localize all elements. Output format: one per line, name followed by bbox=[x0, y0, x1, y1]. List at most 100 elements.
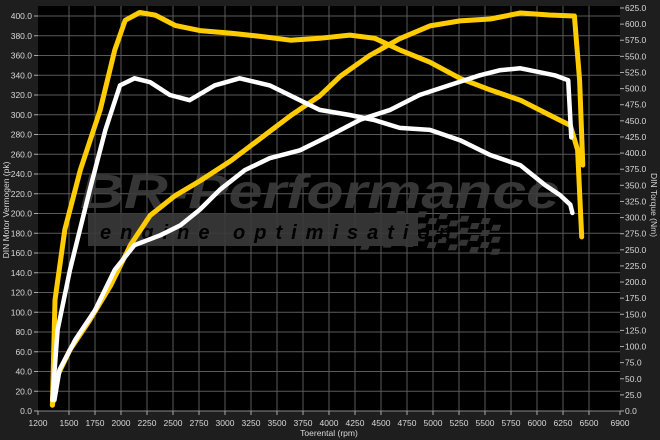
series-line-power-white bbox=[52, 66, 574, 403]
y-left-tick-label: 300.0 bbox=[11, 110, 33, 120]
y-axis-right: 0.0 25.0 50.0 75.0 100.0 125.0 150.0 175.0 200.0… bbox=[620, 3, 647, 416]
flag-square bbox=[491, 224, 502, 231]
y-right-tick-label: 500.0 bbox=[625, 84, 647, 94]
x-tick-label: 4250 bbox=[346, 418, 365, 428]
y-right-tick-label: 475.0 bbox=[625, 100, 647, 110]
x-tick-label: 6500 bbox=[580, 418, 599, 428]
x-tick-label: 4750 bbox=[398, 418, 417, 428]
flag-square bbox=[416, 235, 427, 242]
series-group bbox=[49, 10, 586, 408]
y-left-tick-label: 120.0 bbox=[11, 288, 33, 298]
y-left-tick-label: 40.0 bbox=[15, 367, 32, 377]
y-right-tick-label: 375.0 bbox=[625, 164, 647, 174]
y-right-tick-label: 575.0 bbox=[625, 35, 647, 45]
flag-square bbox=[458, 239, 469, 246]
flag-square bbox=[438, 213, 449, 220]
x-tick-label: 1750 bbox=[86, 418, 105, 428]
y-right-tick-label: 600.0 bbox=[625, 19, 647, 29]
y-right-tick-label: 0.0 bbox=[625, 406, 637, 416]
x-tick-label: 3500 bbox=[268, 418, 287, 428]
flag-square bbox=[459, 215, 470, 222]
x-tick-label: 2750 bbox=[190, 418, 209, 428]
x-tick-label: 5750 bbox=[502, 418, 521, 428]
y-right-tick-label: 525.0 bbox=[625, 67, 647, 77]
y-right-tick-label: 625.0 bbox=[625, 3, 647, 13]
y-left-tick-label: 20.0 bbox=[15, 386, 32, 396]
x-tick-label: 5500 bbox=[476, 418, 495, 428]
y-left-tick-label: 340.0 bbox=[11, 70, 33, 80]
flag-square bbox=[427, 218, 438, 225]
y-right-tick-label: 150.0 bbox=[625, 309, 647, 319]
x-axis-label: Toerental (rpm) bbox=[300, 428, 358, 438]
x-tick-label: 1200 bbox=[29, 418, 48, 428]
x-tick-label: 3000 bbox=[216, 418, 235, 428]
y-left-tick-label: 360.0 bbox=[11, 51, 33, 61]
y-left-tick-label: 320.0 bbox=[11, 90, 33, 100]
svg-text:engine optimisation: engine optimisation bbox=[100, 222, 460, 244]
flag-square bbox=[468, 247, 480, 254]
y-left-tick-label: 380.0 bbox=[11, 31, 33, 41]
y-axis-left: 0.0 20.0 40.0 60.0 80.0 100.0 120.0 140.0 160.0 1… bbox=[11, 11, 38, 416]
flag-square bbox=[416, 211, 428, 218]
flag-square bbox=[427, 230, 438, 237]
y-right-tick-label: 250.0 bbox=[625, 245, 647, 255]
series-line-torque-yellow bbox=[49, 10, 585, 408]
flag-square bbox=[437, 225, 449, 232]
x-tick-label: 1500 bbox=[60, 418, 79, 428]
flag-square bbox=[480, 218, 491, 225]
x-tick-label: 6000 bbox=[528, 418, 547, 428]
flag-square bbox=[448, 232, 459, 239]
y-right-tick-label: 25.0 bbox=[625, 390, 642, 400]
y-right-tick-label: 125.0 bbox=[625, 325, 647, 335]
y-right-tick-label: 50.0 bbox=[625, 374, 642, 384]
y-left-tick-label: 60.0 bbox=[15, 347, 32, 357]
y-left-tick-label: 220.0 bbox=[11, 189, 33, 199]
y-right-tick-label: 175.0 bbox=[625, 293, 647, 303]
flag-square bbox=[490, 236, 501, 243]
y-left-tick-label: 260.0 bbox=[11, 149, 33, 159]
y-left-tick-label: 400.0 bbox=[11, 11, 33, 21]
y-right-tick-label: 325.0 bbox=[625, 196, 647, 206]
y-left-tick-label: 280.0 bbox=[11, 130, 33, 140]
x-tick-label: 2500 bbox=[164, 418, 183, 428]
y-right-tick-label: 225.0 bbox=[625, 261, 647, 271]
x-tick-label: 5000 bbox=[424, 418, 443, 428]
y-right-tick-label: 550.0 bbox=[625, 51, 647, 61]
y-right-tick-label: 400.0 bbox=[625, 148, 647, 158]
flag-square bbox=[458, 227, 470, 234]
y-left-tick-label: 200.0 bbox=[11, 209, 33, 219]
x-tick-label: 3250 bbox=[242, 418, 261, 428]
flag-square bbox=[448, 220, 459, 227]
x-tick-label: 2250 bbox=[138, 418, 157, 428]
flag-square bbox=[426, 242, 437, 249]
watermark-logo: BR-Performance engine optimisation bbox=[80, 166, 560, 255]
x-tick-label: 5250 bbox=[450, 418, 469, 428]
x-tick-label: 3750 bbox=[294, 418, 313, 428]
y-left-tick-label: 140.0 bbox=[11, 268, 33, 278]
x-tick-label: 4500 bbox=[372, 418, 391, 428]
y-axis-left-label: DIN Motor Vermogen (pk) bbox=[1, 161, 11, 258]
y-left-tick-label: 100.0 bbox=[11, 307, 33, 317]
flag-square bbox=[416, 223, 427, 230]
flag-square bbox=[479, 242, 490, 249]
x-tick-label: 4000 bbox=[320, 418, 339, 428]
series-line-power-yellow bbox=[49, 10, 586, 408]
series-line-torque-white bbox=[50, 76, 575, 403]
y-right-tick-label: 100.0 bbox=[625, 342, 647, 352]
flag-square bbox=[447, 244, 459, 251]
y-left-tick-label: 240.0 bbox=[11, 169, 33, 179]
x-tick-label: 2000 bbox=[112, 418, 131, 428]
grid bbox=[38, 6, 620, 411]
y-right-tick-label: 425.0 bbox=[625, 132, 647, 142]
y-left-tick-label: 0.0 bbox=[20, 406, 32, 416]
x-tick-label: 6250 bbox=[554, 418, 573, 428]
y-right-tick-label: 450.0 bbox=[625, 116, 647, 126]
y-right-tick-label: 200.0 bbox=[625, 277, 647, 287]
flag-square bbox=[490, 248, 501, 255]
y-right-tick-label: 300.0 bbox=[625, 213, 647, 223]
y-right-tick-label: 275.0 bbox=[625, 229, 647, 239]
flag-square bbox=[469, 235, 480, 242]
y-left-tick-label: 160.0 bbox=[11, 248, 33, 258]
flag-square bbox=[469, 223, 480, 230]
